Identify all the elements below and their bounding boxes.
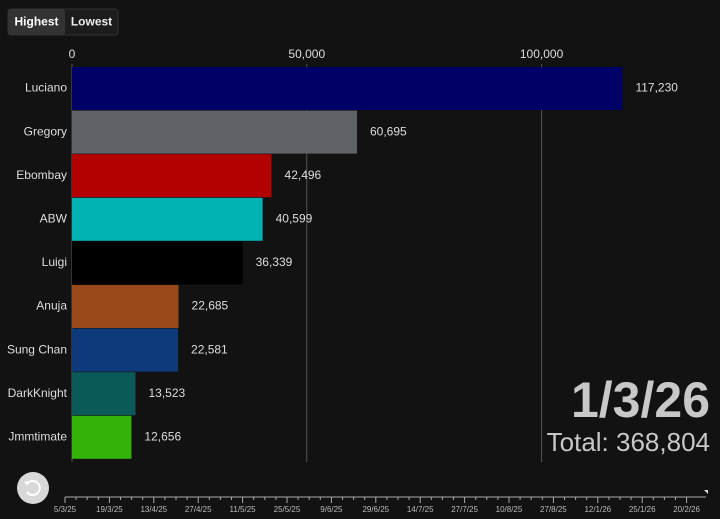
date-label: 1/3/26 [571,372,710,428]
value-label: 13,523 [148,386,185,400]
timeline-label: 25/5/25 [274,505,301,514]
timeline-label: 5/3/25 [54,505,77,514]
button-label: Lowest [71,15,112,29]
category-label: Sung Chan [7,342,67,356]
category-label: Anuja [36,299,67,313]
bar [72,415,132,459]
bar [72,110,358,154]
value-label: 22,581 [191,342,228,356]
value-label: 22,685 [192,299,229,313]
category-label: Luciano [25,81,67,95]
x-tick-label: 0 [69,47,76,61]
category-label: DarkKnight [8,386,68,400]
button-label: Highest [14,15,58,29]
bar [72,197,263,241]
timeline-label: 19/3/25 [96,505,123,514]
bar [72,328,179,372]
bar [72,285,179,328]
timeline-label: 20/2/26 [673,505,700,514]
timeline-label: 14/7/25 [407,505,434,514]
timeline-label: 13/4/25 [140,505,167,514]
timeline-label: 12/1/26 [584,505,611,514]
timeline-label: 27/7/25 [451,505,478,514]
x-tick-label: 50,000 [288,47,325,61]
timeline-label: 27/8/25 [540,505,567,514]
bar [72,372,136,416]
value-label: 12,656 [144,429,181,443]
play-button[interactable] [17,472,49,504]
timeline-label: 11/5/25 [230,505,257,514]
category-label: Ebombay [16,168,67,182]
highest-button[interactable]: Highest [8,9,65,35]
value-label: 40,599 [276,211,313,225]
category-label: Luigi [42,255,67,269]
total-label: Total: 368,804 [547,427,710,457]
timeline-label: 25/1/26 [629,505,656,514]
value-label: 60,695 [370,124,407,138]
timeline-label: 29/6/25 [362,505,389,514]
value-label: 42,496 [285,168,322,182]
bar [72,241,243,285]
timeline-label: 10/8/25 [496,505,523,514]
timeline-handle[interactable] [704,490,708,494]
bar [72,67,623,110]
category-label: ABW [40,211,68,225]
lowest-button[interactable]: Lowest [65,9,118,35]
category-label: Gregory [24,124,67,138]
timeline-label: 9/6/25 [320,505,343,514]
value-label: 36,339 [256,255,293,269]
bar [72,154,272,198]
value-label: 117,230 [635,81,678,95]
timeline-label: 27/4/25 [185,505,212,514]
category-label: Jmmtimate [8,429,67,443]
x-tick-label: 100,000 [520,47,564,61]
